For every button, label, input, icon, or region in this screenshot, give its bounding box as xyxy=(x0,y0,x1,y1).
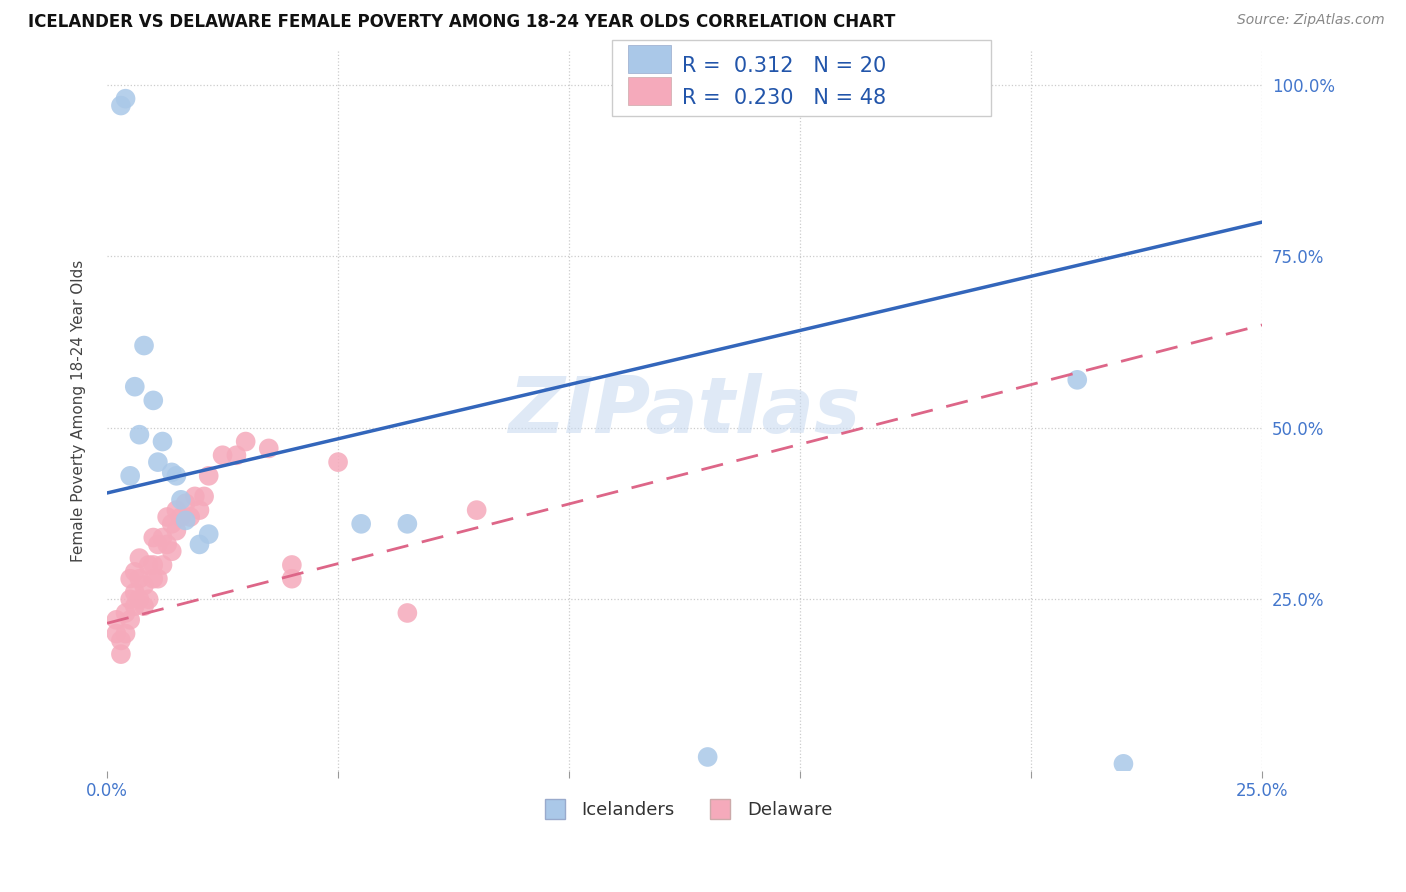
Point xyxy=(128,592,150,607)
Point xyxy=(197,468,219,483)
Point xyxy=(128,427,150,442)
Point xyxy=(350,516,373,531)
Point xyxy=(138,558,160,572)
Text: R =  0.312   N = 20: R = 0.312 N = 20 xyxy=(682,56,886,76)
Point xyxy=(146,455,169,469)
Point xyxy=(165,524,187,538)
Point xyxy=(160,466,183,480)
Point xyxy=(257,442,280,456)
Point xyxy=(396,606,419,620)
Point xyxy=(281,558,304,572)
Point xyxy=(152,558,174,572)
Point xyxy=(114,92,136,106)
Point xyxy=(138,592,160,607)
Point xyxy=(184,490,207,504)
Point xyxy=(225,448,247,462)
Legend: Icelanders, Delaware: Icelanders, Delaware xyxy=(529,794,839,827)
Point xyxy=(1112,756,1135,771)
Point xyxy=(105,626,128,640)
Point xyxy=(128,551,150,566)
Point xyxy=(110,633,132,648)
Point xyxy=(152,434,174,449)
Point xyxy=(188,537,211,551)
Point xyxy=(152,531,174,545)
Point xyxy=(146,572,169,586)
Point xyxy=(120,468,142,483)
Point xyxy=(197,527,219,541)
Point xyxy=(142,393,165,408)
Point xyxy=(146,537,169,551)
Y-axis label: Female Poverty Among 18-24 Year Olds: Female Poverty Among 18-24 Year Olds xyxy=(72,260,86,562)
Point xyxy=(132,599,155,614)
Point xyxy=(120,613,142,627)
Point xyxy=(110,98,132,112)
Text: ZIPatlas: ZIPatlas xyxy=(509,373,860,449)
Point xyxy=(174,513,197,527)
Point xyxy=(120,592,142,607)
Point xyxy=(165,468,187,483)
Point xyxy=(128,572,150,586)
Point xyxy=(105,613,128,627)
Point xyxy=(160,544,183,558)
Point xyxy=(1066,373,1088,387)
Point xyxy=(174,496,197,510)
Point xyxy=(142,572,165,586)
Point xyxy=(114,606,136,620)
Point xyxy=(156,537,179,551)
Point xyxy=(142,558,165,572)
Text: ICELANDER VS DELAWARE FEMALE POVERTY AMONG 18-24 YEAR OLDS CORRELATION CHART: ICELANDER VS DELAWARE FEMALE POVERTY AMO… xyxy=(28,13,896,31)
Point xyxy=(156,510,179,524)
Point xyxy=(124,585,146,599)
Point xyxy=(124,599,146,614)
Point xyxy=(696,750,718,764)
Point xyxy=(179,510,201,524)
Point xyxy=(124,565,146,579)
Text: Source: ZipAtlas.com: Source: ZipAtlas.com xyxy=(1237,13,1385,28)
Point xyxy=(160,516,183,531)
Point xyxy=(132,338,155,352)
Point xyxy=(396,516,419,531)
Point xyxy=(110,647,132,661)
Point xyxy=(188,503,211,517)
Point xyxy=(165,503,187,517)
Point xyxy=(465,503,488,517)
Point xyxy=(120,572,142,586)
Point xyxy=(326,455,349,469)
Point xyxy=(281,572,304,586)
Point xyxy=(170,510,193,524)
Point xyxy=(132,578,155,592)
Point xyxy=(170,492,193,507)
Point xyxy=(124,380,146,394)
Point xyxy=(193,490,215,504)
Point xyxy=(114,626,136,640)
Text: R =  0.230   N = 48: R = 0.230 N = 48 xyxy=(682,88,886,108)
Point xyxy=(211,448,233,462)
Point xyxy=(142,531,165,545)
Point xyxy=(235,434,257,449)
